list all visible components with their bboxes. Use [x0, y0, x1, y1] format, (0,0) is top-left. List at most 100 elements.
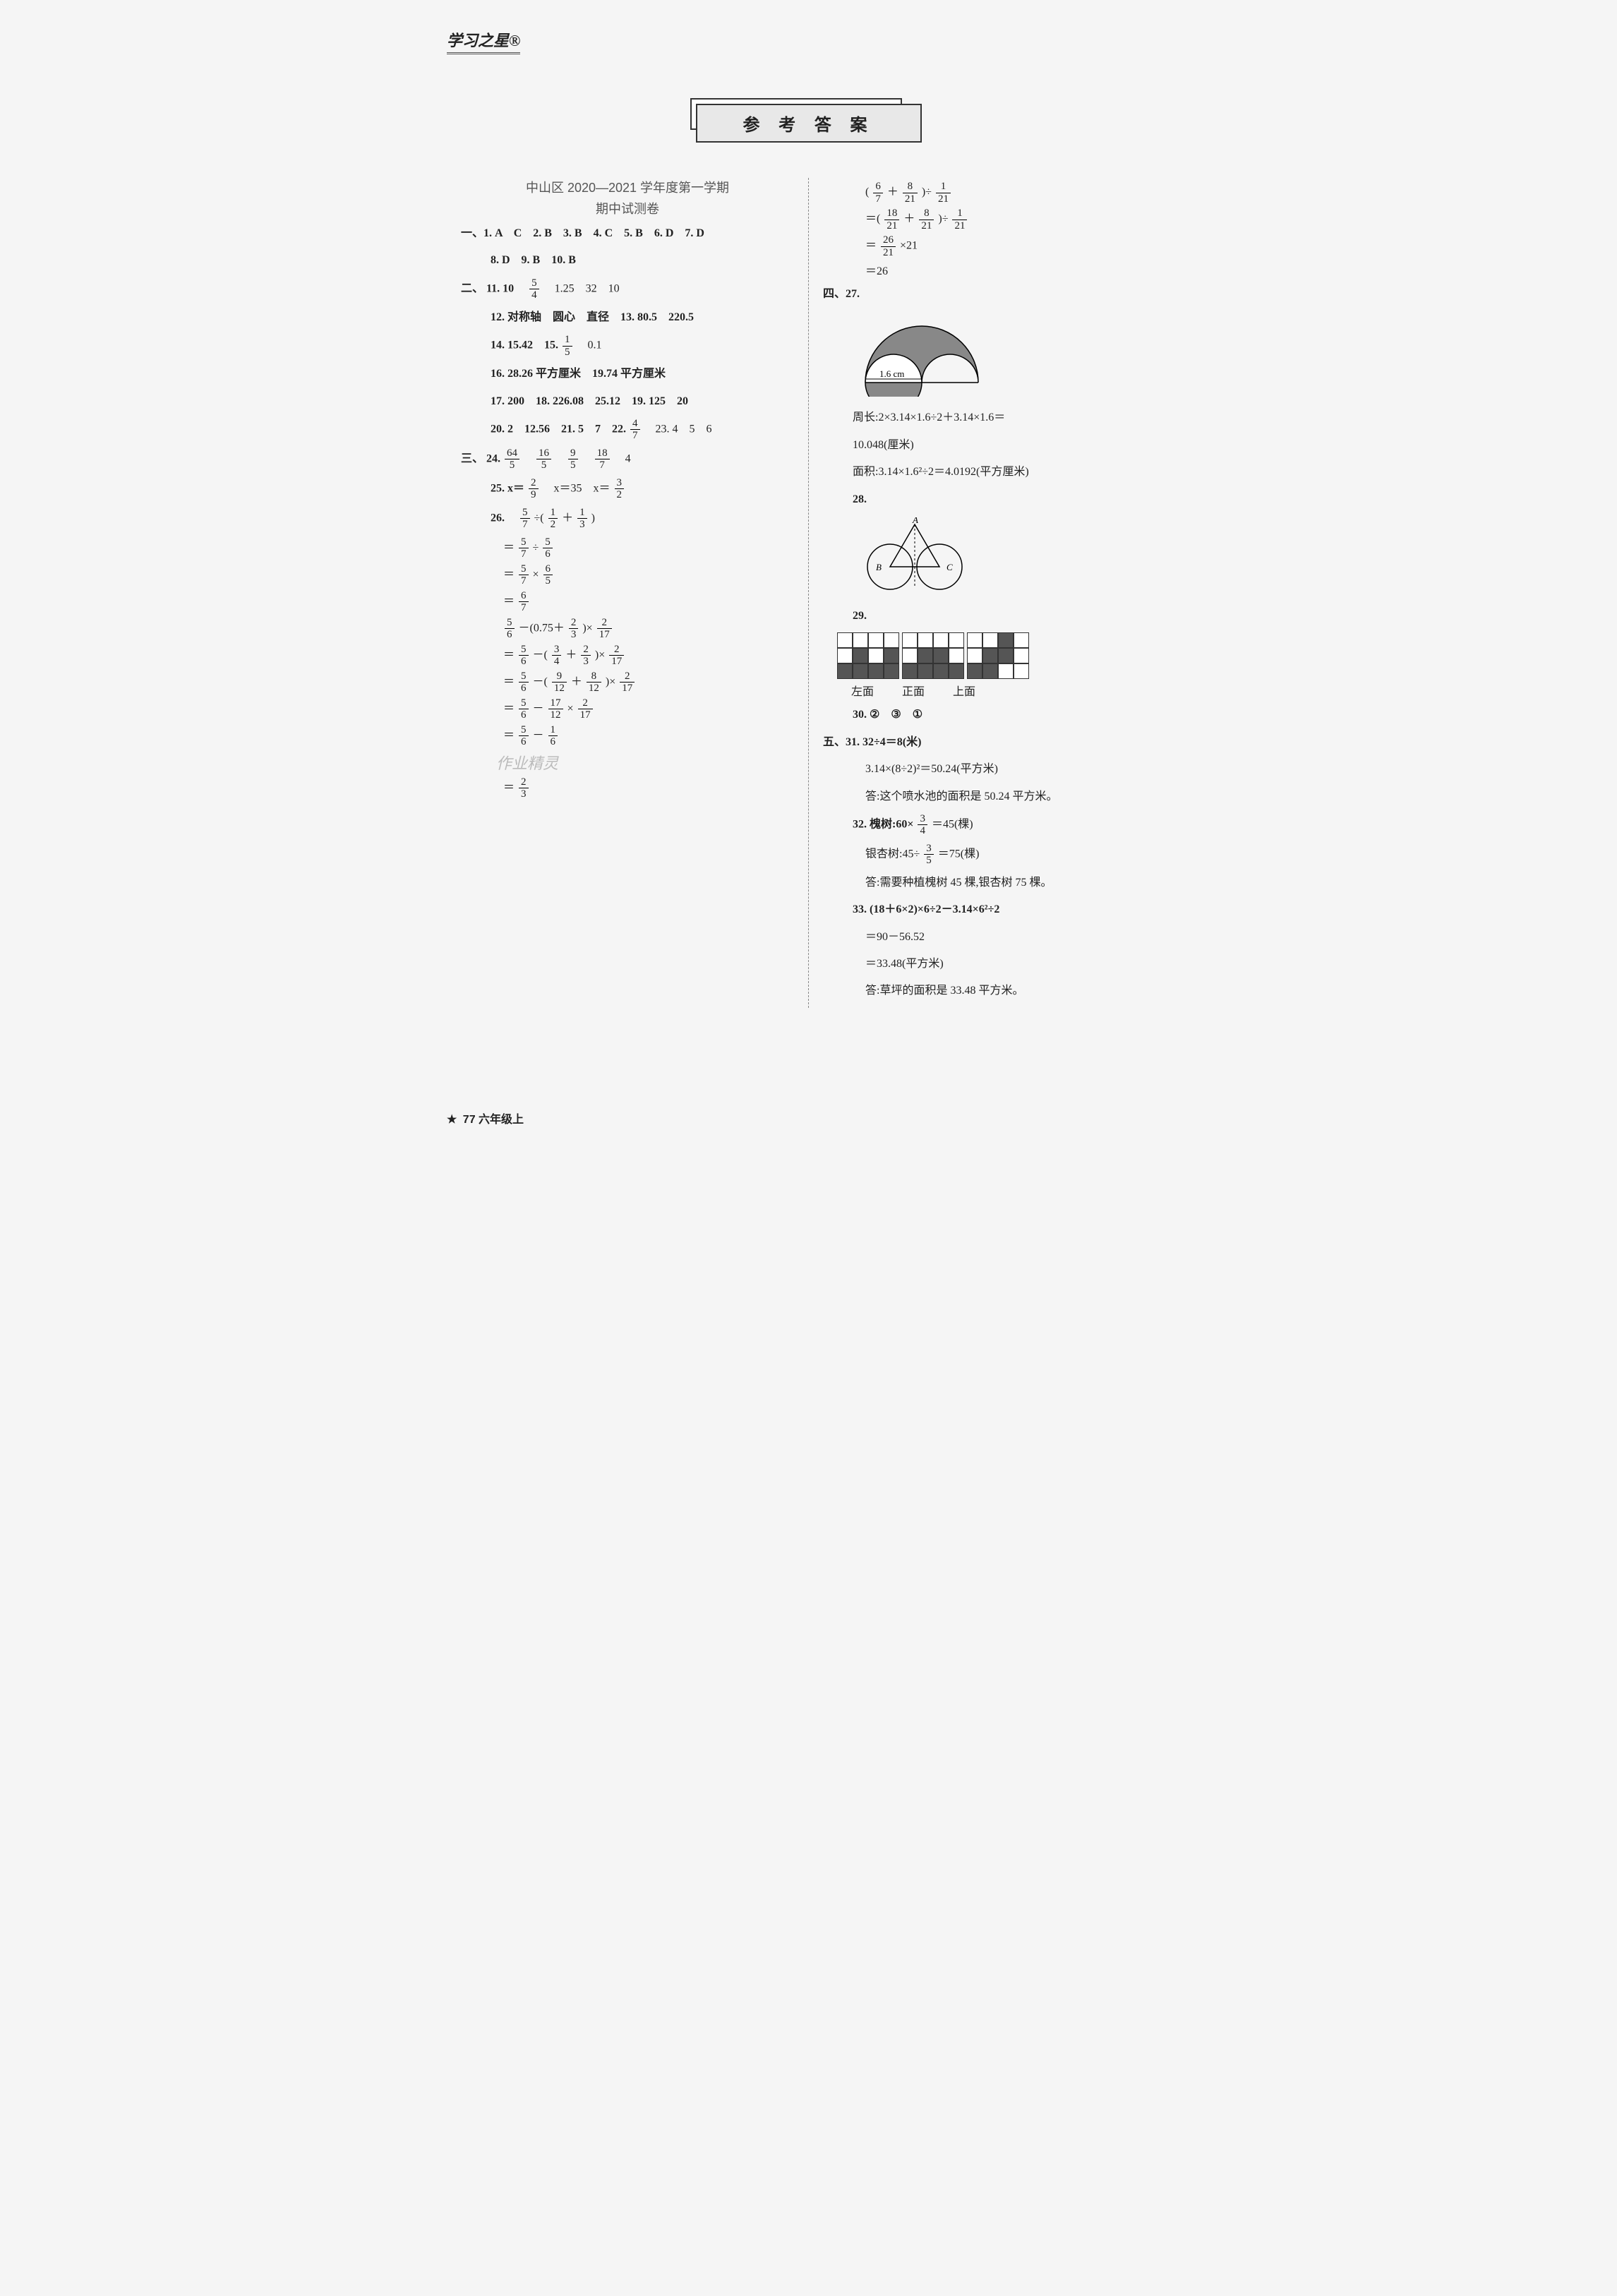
page-number: 77 — [463, 1114, 476, 1126]
page-title: 参 考 答 案 — [696, 104, 922, 143]
q32b-pre: 银杏树:45÷ — [865, 848, 920, 860]
section-5-label: 五、 — [823, 736, 846, 748]
rt1f1: 67 — [873, 181, 883, 205]
svg-text:1.6 cm: 1.6 cm — [879, 368, 904, 379]
grid-view-top — [967, 632, 1029, 679]
q27-perim: 周长:2×3.14×1.6÷2＋3.14×1.6＝ — [823, 407, 1156, 428]
section-2-label: 二、 — [461, 282, 483, 294]
star-icon: ★ — [447, 1114, 457, 1126]
q25-f1: 29 — [529, 477, 539, 501]
rt1m: )÷ — [922, 186, 932, 198]
q26b4m: × — [567, 703, 574, 715]
view-front-label: 正面 — [902, 682, 925, 699]
q26b5op: － — [533, 730, 544, 742]
q33l1: 33. (18＋6×2)×6÷2－3.14×6²÷2 — [853, 903, 999, 915]
q26b3f2: 912 — [552, 671, 567, 695]
q26b6f1: 23 — [519, 776, 529, 800]
q25-f2: 32 — [615, 477, 625, 501]
rt2f3: 121 — [952, 208, 967, 232]
q26l1mid: ＋ — [562, 512, 573, 524]
q26b2f1: 56 — [519, 644, 529, 668]
q26b4op: － — [533, 703, 544, 715]
q26b3p: ＝ — [503, 676, 515, 688]
brand-logo: 学习之星® — [447, 28, 520, 54]
q33l2: ＝90－56.52 — [823, 927, 1156, 948]
q26s2op: × — [533, 569, 539, 581]
q26l1op: ÷( — [534, 512, 544, 524]
rt2op: ＋ — [903, 213, 915, 225]
q24-f4: 187 — [595, 447, 610, 471]
q26b1op: －(0.75＋ — [519, 623, 565, 635]
q32-f1: 34 — [918, 813, 927, 837]
grid-view-left — [837, 632, 899, 679]
q26s3f1: 67 — [519, 590, 529, 614]
s1-r1: 1. A C 2. B 3. B 4. C 5. B 6. D 7. D — [483, 227, 704, 239]
rt3f1: 2621 — [881, 234, 896, 258]
q33l4: 答:草坪的面积是 33.48 平方米。 — [823, 980, 1156, 1002]
q26s1f2: 56 — [543, 536, 553, 560]
q26s2f2: 65 — [543, 563, 553, 587]
q26b1f2: 23 — [569, 617, 579, 641]
q26b4f2: 1712 — [548, 697, 563, 721]
q26b2m2: )× — [595, 649, 605, 661]
q26b3f4: 217 — [620, 671, 635, 695]
q20-pre: 20. 2 12.56 21. 5 7 22. — [491, 423, 629, 435]
q26b3m2: )× — [606, 676, 615, 688]
q26b2f2: 34 — [552, 644, 562, 668]
rt1f2: 821 — [903, 181, 918, 205]
q26s3p: ＝ — [503, 596, 515, 608]
q24-f3: 95 — [568, 447, 578, 471]
svg-text:C: C — [946, 562, 953, 572]
rt2f2: 821 — [919, 208, 934, 232]
figure-27: 1.6 cm — [851, 312, 1156, 400]
title-banner: 参 考 答 案 — [696, 104, 922, 143]
page-footer: ★ 77 六年级上 — [447, 1110, 524, 1126]
q26b2f3: 23 — [581, 644, 591, 668]
rt1p: ( — [865, 186, 869, 198]
rt2m: )÷ — [938, 213, 948, 225]
q26s2f1: 57 — [519, 563, 529, 587]
q26b1m: )× — [582, 623, 592, 635]
q26b2p: ＝ — [503, 649, 515, 661]
q26b6p: ＝ — [503, 782, 515, 794]
q32-ans: 答:需要种植槐树 45 棵,银杏树 75 棵。 — [823, 872, 1156, 894]
q26l1end: ) — [591, 512, 595, 524]
q32-pre: 32. 槐树:60× — [853, 819, 913, 831]
q11-post: 1.25 32 10 — [543, 282, 620, 294]
q14-pre: 14. 15.42 15. — [491, 339, 561, 351]
svg-text:B: B — [876, 562, 882, 572]
q27: 27. — [846, 288, 860, 300]
q26b5p: ＝ — [503, 730, 515, 742]
rt1f3: 121 — [936, 181, 951, 205]
q12: 12. 对称轴 圆心 直径 13. 80.5 220.5 — [491, 311, 694, 323]
q26b1f1: 56 — [505, 617, 515, 641]
q24-f1: 645 — [505, 447, 519, 471]
q26s1p: ＝ — [503, 542, 515, 554]
rt2f1: 1821 — [884, 208, 899, 232]
q20-post: 23. 4 5 6 — [644, 423, 712, 435]
q24-f2: 165 — [536, 447, 551, 471]
left-column: 中山区 2020—2021 学年度第一学期 期中试测卷 一、1. A C 2. … — [447, 178, 809, 1008]
q31l2: 3.14×(8÷2)²＝50.24(平方米) — [823, 759, 1156, 780]
q30: 30. ② ③ ① — [853, 709, 922, 721]
q26b2op: －( — [533, 649, 548, 661]
q16: 16. 28.26 平方厘米 19.74 平方厘米 — [491, 368, 666, 380]
q11-pre: 11. 10 — [486, 282, 525, 294]
q32b-post: ＝75(棵) — [938, 848, 980, 860]
q31l1: 31. 32÷4＝8(米) — [846, 736, 921, 748]
q26s1op: ÷ — [533, 542, 539, 554]
q28: 28. — [853, 493, 867, 505]
q20-frac: 47 — [630, 418, 640, 442]
figure-28: A B C — [851, 517, 1156, 599]
rt2p: ＝( — [865, 213, 880, 225]
svg-text:A: A — [912, 517, 918, 525]
exam-title-1: 中山区 2020—2021 学年度第一学期 — [461, 178, 794, 196]
view-left-label: 左面 — [851, 682, 874, 699]
view-top-label: 上面 — [953, 682, 975, 699]
q26b4f1: 56 — [519, 697, 529, 721]
q26s2p: ＝ — [503, 569, 515, 581]
right-column: ( 67 ＋ 821 )÷ 121 ＝( 1821 ＋ 821 )÷ 121 ＝… — [809, 178, 1170, 1008]
q14-post: 0.1 — [577, 339, 602, 351]
q26s1f1: 57 — [519, 536, 529, 560]
q26l1f2: 12 — [548, 507, 558, 531]
